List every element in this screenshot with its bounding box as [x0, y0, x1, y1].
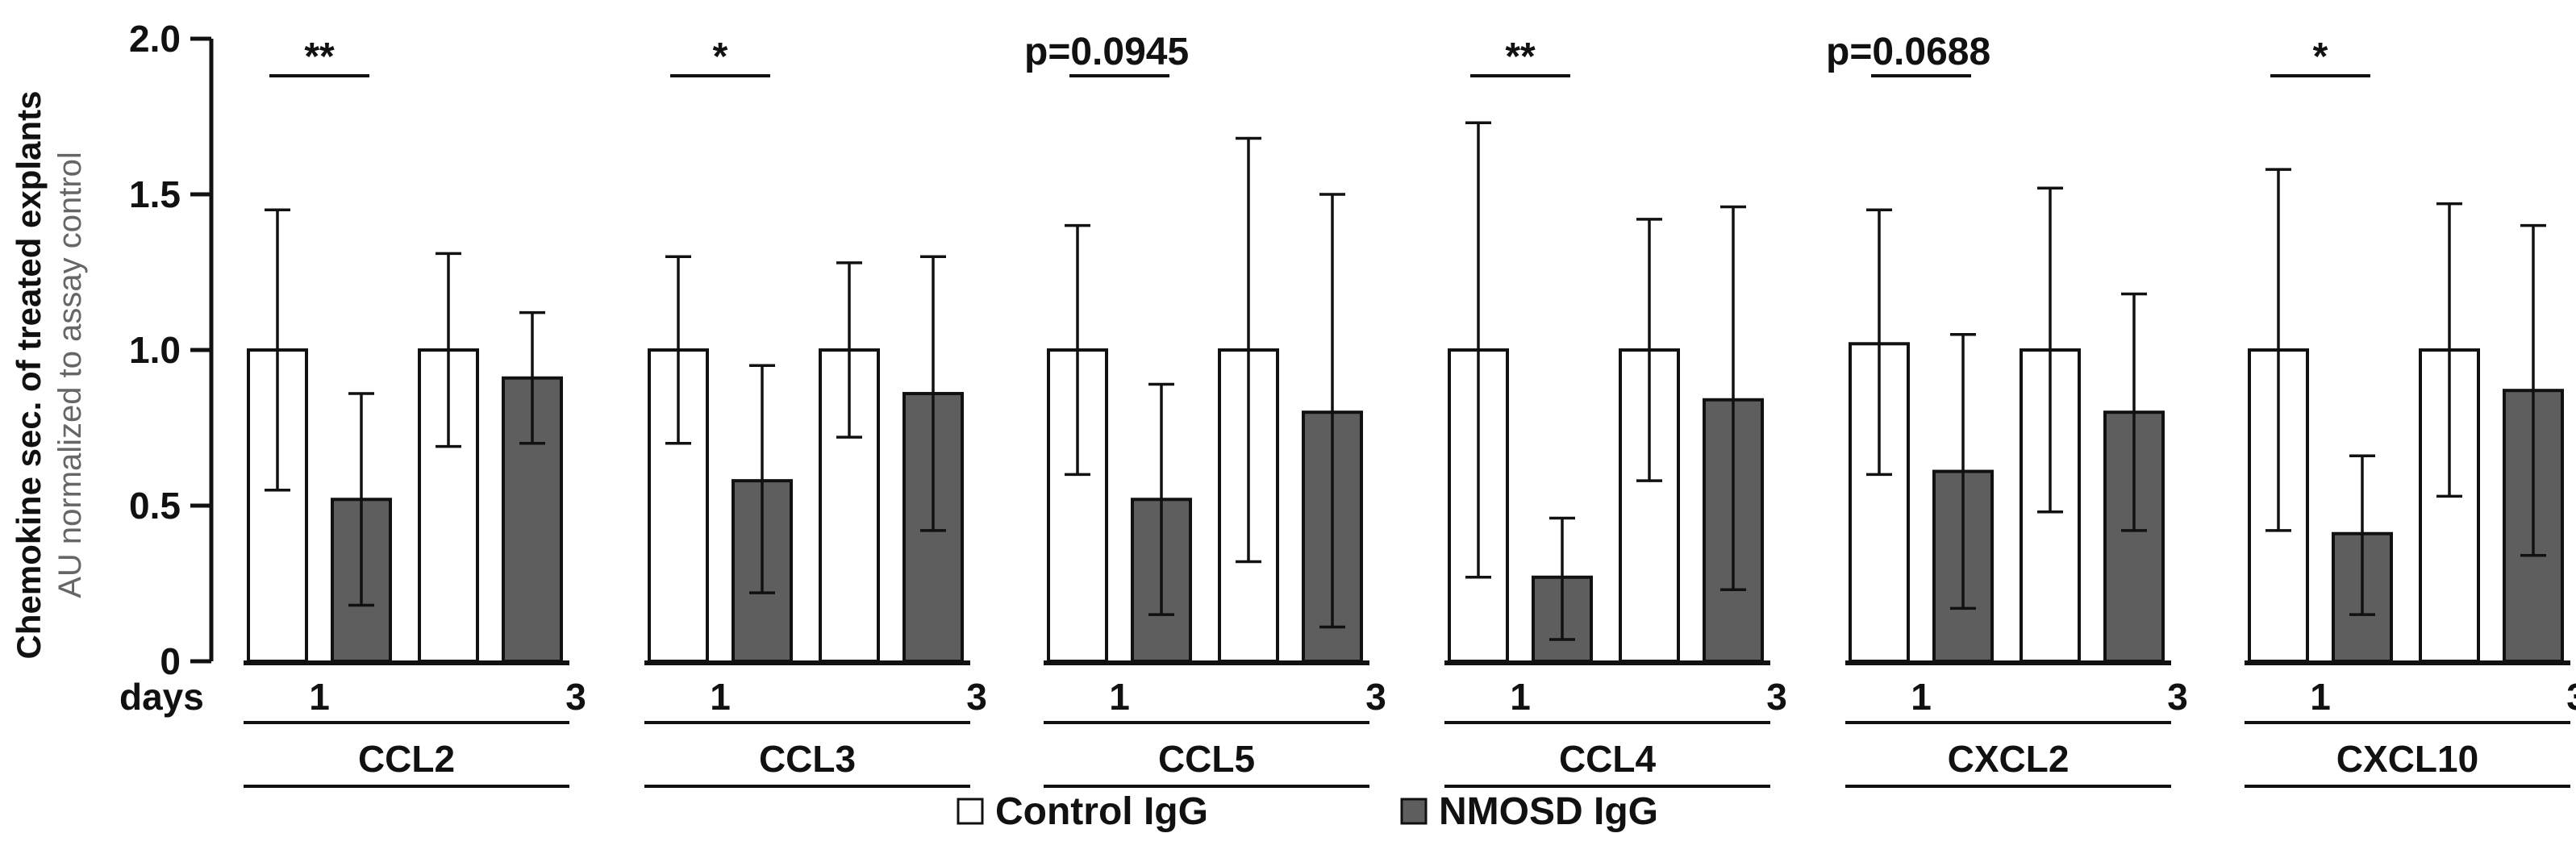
error-bar [519, 310, 545, 445]
day-label: 3 [565, 676, 586, 718]
error-bar [1319, 193, 1345, 629]
error-bar [2349, 454, 2375, 616]
y-tick-label: 2.0 [129, 18, 181, 60]
error-bar [1720, 205, 1746, 591]
error-bar [265, 208, 290, 492]
legend-label-control: Control IgG [995, 790, 1208, 833]
group-label: CXCL10 [2336, 738, 2478, 780]
error-bar [2436, 202, 2462, 498]
error-bar [348, 392, 374, 607]
group-ccl2: 1 3 CCL2 ** [244, 35, 586, 788]
y-tick-label: 1.0 [129, 329, 181, 371]
day-label: 3 [2167, 676, 2188, 718]
error-bar [1465, 121, 1491, 579]
legend: Control IgG NMOSD IgG [957, 790, 1658, 833]
day-label: 1 [710, 676, 731, 718]
bar-ccl5-day1-nmosd [1131, 498, 1192, 664]
legend-label-nmosd: NMOSD IgG [1439, 790, 1658, 833]
group-label: CCL4 [1559, 738, 1657, 780]
error-bar [665, 255, 691, 445]
significance-stars: * [2313, 35, 2328, 78]
y-axis-label: Chemokine sec. of treated explants [10, 91, 48, 660]
p-value-label: p=0.0945 [1024, 31, 1189, 73]
legend-swatch-nmosd [1400, 798, 1428, 825]
error-bar [920, 255, 946, 532]
y-axis-title: Chemokine sec. of treated explants AU no… [10, 91, 88, 660]
error-bar [1866, 208, 1892, 477]
group-cxcl10: 1 3 CXCL10 * [2245, 35, 2576, 788]
day-label: 1 [1109, 676, 1130, 718]
error-bar [2520, 223, 2546, 557]
error-bar [436, 252, 461, 448]
plot-area: 1 3 CCL2 ** 1 3 CCL3 * 1 3 CCL5 p=0.0945 1 3 CCL4 ** 1 3 C… [244, 31, 2576, 788]
group-ccl5: 1 3 CCL5 p=0.0945 [1024, 31, 1386, 788]
bar-ccl2-day3-control [418, 348, 479, 663]
error-bar [749, 364, 775, 594]
y-axis: 0 0.5 1.0 1.5 2.0 [129, 18, 214, 682]
error-bar [2265, 168, 2291, 532]
day-label: 3 [2566, 676, 2576, 718]
day-label: 1 [2310, 676, 2331, 718]
error-bar [1549, 516, 1575, 641]
day-label: 3 [1766, 676, 1787, 718]
significance-stars: ** [304, 35, 335, 78]
group-label: CCL3 [759, 738, 856, 780]
x-axis-days-label: days [119, 676, 204, 718]
significance-stars: ** [1505, 35, 1536, 78]
error-bar [1236, 136, 1261, 564]
y-axis-sublabel: AU normalized to assay control [52, 152, 88, 598]
day-label: 1 [1510, 676, 1531, 718]
y-tick-label: 0 [160, 640, 181, 682]
error-bar [1950, 332, 1976, 610]
error-bar [2037, 186, 2063, 514]
legend-swatch-control [957, 798, 984, 825]
group-label: CCL2 [358, 738, 455, 780]
y-tick-label: 0.5 [129, 485, 181, 527]
error-bar [2121, 292, 2147, 532]
day-label: 3 [1365, 676, 1386, 718]
day-label: 1 [309, 676, 330, 718]
error-bar [1636, 218, 1662, 482]
error-bar [1148, 382, 1174, 616]
error-bar [836, 261, 862, 439]
group-cxcl2: 1 3 CXCL2 p=0.0688 [1826, 31, 2188, 788]
error-bar [1065, 223, 1090, 477]
significance-stars: * [713, 35, 728, 78]
group-ccl4: 1 3 CCL4 ** [1444, 35, 1787, 788]
day-label: 3 [966, 676, 987, 718]
group-ccl3: 1 3 CCL3 * [644, 35, 987, 788]
day-label: 1 [1911, 676, 1932, 718]
group-label: CXCL2 [1948, 738, 2070, 780]
y-tick-label: 1.5 [129, 173, 181, 215]
p-value-label: p=0.0688 [1826, 31, 1990, 73]
group-label: CCL5 [1158, 738, 1255, 780]
